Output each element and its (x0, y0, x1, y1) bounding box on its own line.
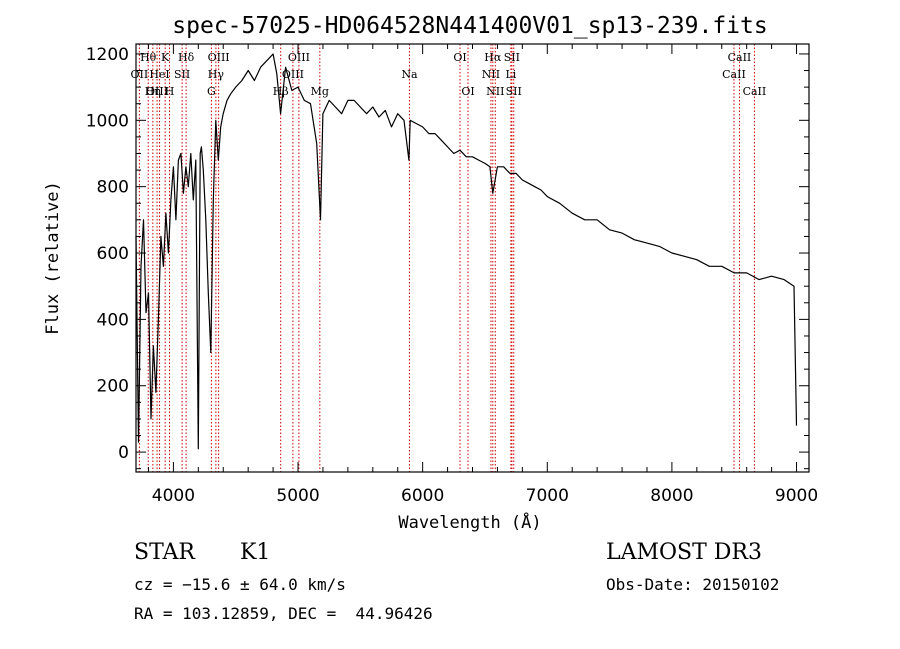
x-tick-label: 6000 (401, 486, 444, 506)
y-axis-ticks: 0 200 400 600 800 1000 1200 (86, 45, 809, 470)
line-markers (138, 44, 755, 472)
line-id-label: G (207, 85, 216, 98)
line-id-label: CaII (722, 68, 746, 81)
x-tick-label: 5000 (276, 486, 319, 506)
line-id-label: NII (482, 68, 500, 81)
line-id-label: Li (505, 68, 516, 81)
survey-name: LAMOST DR3 (606, 540, 762, 565)
line-id-label: OIII (146, 85, 168, 98)
object-type: STAR (134, 540, 195, 565)
y-tick-label: 800 (97, 178, 129, 198)
line-id-label: Na (401, 68, 418, 81)
line-id-label: Hδ (178, 51, 195, 64)
y-tick-label: 0 (118, 443, 129, 463)
line-id-label: OIII (282, 68, 304, 81)
line-id-label: OI (461, 85, 474, 98)
x-tick-label: 4000 (152, 486, 195, 506)
line-id-label: CaII (743, 85, 767, 98)
line-id-label: Hγ (208, 68, 225, 81)
line-id-label: HeI (149, 68, 169, 81)
y-tick-label: 1200 (86, 45, 129, 65)
line-id-label: H (165, 85, 175, 98)
ra-dec-coords: RA = 103.12859, DEC = 44.96426 (134, 604, 433, 623)
y-tick-label: 600 (97, 244, 129, 264)
line-id-label: OI (453, 51, 466, 64)
line-id-label: Mg (311, 85, 329, 98)
line-id-label: SII (174, 68, 190, 81)
y-axis-label: Flux (relative) (43, 181, 63, 335)
obs-date: Obs-Date: 20150102 (606, 575, 780, 594)
line-id-label: CaII (728, 51, 752, 64)
line-id-label: SII (504, 51, 520, 64)
x-axis-ticks: 4000 5000 6000 7000 8000 9000 (147, 44, 818, 506)
line-id-label: OIII (208, 51, 230, 64)
line-id-label: Hα (484, 51, 502, 64)
spectrum-line (135, 53, 798, 450)
y-tick-label: 1000 (86, 111, 129, 131)
plot-frame (135, 43, 810, 473)
line-id-label: Hη (145, 85, 161, 98)
y-tick-label: 400 (97, 310, 129, 330)
redshift-cz: cz = −15.6 ± 64.0 km/s (134, 575, 346, 594)
chart-title: spec-57025-HD064528N441400V01_sp13-239.f… (172, 13, 767, 39)
line-id-label: NII (486, 85, 504, 98)
line-id-label: OIII (288, 51, 310, 64)
line-id-label: SII (506, 85, 522, 98)
y-tick-label: 200 (97, 377, 129, 397)
line-id-label: OII (131, 68, 149, 81)
object-subclass: K1 (240, 540, 271, 565)
x-tick-label: 8000 (650, 486, 693, 506)
line-id-label: Hθ (140, 51, 157, 64)
x-axis-label: Wavelength (Å) (398, 511, 541, 533)
x-tick-label: 9000 (775, 486, 818, 506)
x-tick-label: 7000 (526, 486, 569, 506)
line-id-label: K (161, 51, 170, 64)
line-id-label: Hβ (273, 85, 289, 98)
